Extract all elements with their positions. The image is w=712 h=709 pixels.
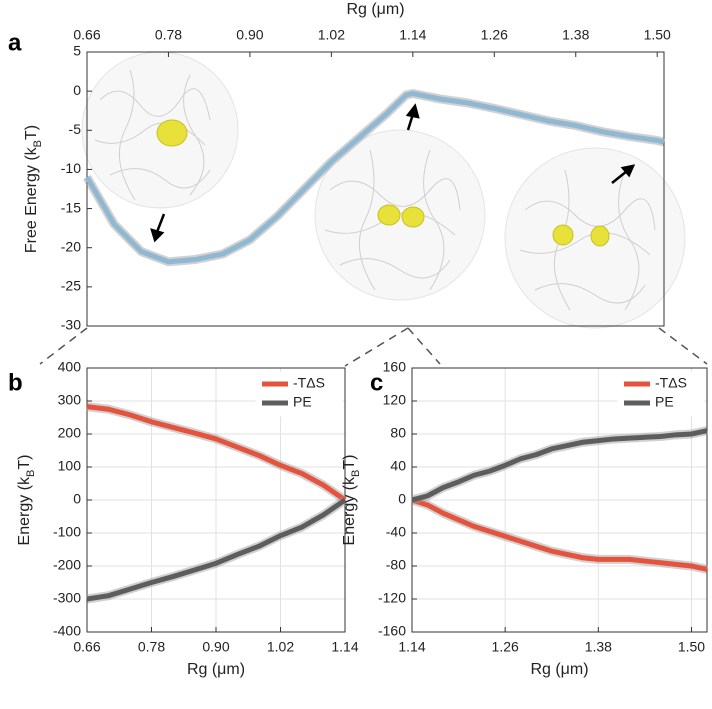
y-tick-label: -25 xyxy=(61,278,81,294)
x-tick-label: 1.38 xyxy=(562,27,589,43)
x-tick-label: 1.14 xyxy=(331,639,358,655)
x-tick-label: 1.50 xyxy=(644,27,671,43)
series-line xyxy=(411,497,708,572)
y-tick-label: 40 xyxy=(390,458,406,474)
legend-box xyxy=(617,371,705,417)
panel-label: b xyxy=(8,369,23,396)
legend-label: PE xyxy=(293,394,312,410)
y-axis-label-part: Energy (k xyxy=(341,476,358,545)
x-axis-label: Rg (μm) xyxy=(187,661,245,678)
y-axis-label-part: T) xyxy=(23,125,40,140)
x-tick-label: 0.78 xyxy=(138,639,165,655)
y-tick-label: 300 xyxy=(58,392,82,408)
y-tick-label: 120 xyxy=(383,392,407,408)
y-axis-label-part: Free Energy (k xyxy=(23,146,40,253)
series-line xyxy=(84,90,665,265)
y-axis-label-part: T) xyxy=(16,455,33,470)
y-tick-label: -120 xyxy=(378,590,406,606)
panel-label: a xyxy=(8,29,22,56)
x-tick-label: 1.02 xyxy=(267,639,294,655)
legend-label: -TΔS xyxy=(655,375,687,391)
y-tick-label: -200 xyxy=(53,557,81,573)
x-axis-label: Rg (μm) xyxy=(346,1,404,18)
y-tick-label: -160 xyxy=(378,623,406,639)
legend-label: -TΔS xyxy=(293,375,325,391)
y-axis-label-part: T) xyxy=(341,455,358,470)
y-tick-label: -20 xyxy=(61,238,81,254)
y-tick-label: 5 xyxy=(73,43,81,59)
y-axis-label: Free Energy (kBT) xyxy=(23,125,44,253)
error-band xyxy=(410,495,708,574)
y-axis-label-part: B xyxy=(32,140,44,147)
arrows xyxy=(150,103,636,243)
y-tick-label: 160 xyxy=(383,359,407,375)
x-tick-label: 0.66 xyxy=(73,639,100,655)
y-tick-label: -40 xyxy=(386,524,406,540)
y-axis-label-part: B xyxy=(25,470,37,477)
series-line xyxy=(86,497,347,602)
error-band xyxy=(410,426,708,505)
y-tick-label: 400 xyxy=(58,359,82,375)
y-tick-label: 80 xyxy=(390,425,406,441)
zoom-connectors xyxy=(39,327,708,367)
x-tick-label: 0.90 xyxy=(202,639,229,655)
x-tick-label: 1.14 xyxy=(399,27,426,43)
plot-frame xyxy=(86,51,665,327)
y-tick-label: 0 xyxy=(398,491,406,507)
x-tick-label: 0.90 xyxy=(236,27,263,43)
y-tick-label: 100 xyxy=(58,458,82,474)
y-axis-label: Energy (kBT) xyxy=(341,455,362,546)
x-tick-label: 1.26 xyxy=(481,27,508,43)
series-line xyxy=(86,404,347,503)
y-tick-label: -80 xyxy=(386,557,406,573)
legend-label: PE xyxy=(655,394,674,410)
y-axis-label: Energy (kBT) xyxy=(16,455,37,546)
x-tick-label: 1.50 xyxy=(678,639,705,655)
y-tick-label: -300 xyxy=(53,590,81,606)
y-tick-label: -100 xyxy=(53,524,81,540)
x-tick-label: 1.26 xyxy=(492,639,519,655)
y-tick-label: 0 xyxy=(73,491,81,507)
legend-box xyxy=(255,371,343,417)
molecule-images xyxy=(81,51,686,329)
x-tick-label: 0.66 xyxy=(73,27,100,43)
y-tick-label: -400 xyxy=(53,623,81,639)
x-tick-label: 1.14 xyxy=(398,639,425,655)
y-tick-label: -10 xyxy=(61,160,81,176)
x-axis-label: Rg (μm) xyxy=(530,661,588,678)
y-axis-label-part: Energy (k xyxy=(16,476,33,545)
panel-label: c xyxy=(370,369,383,396)
x-tick-label: 0.78 xyxy=(155,27,182,43)
x-tick-label: 1.38 xyxy=(585,639,612,655)
y-tick-label: 0 xyxy=(73,82,81,98)
x-tick-label: 1.02 xyxy=(318,27,345,43)
y-tick-label: -15 xyxy=(61,199,81,215)
y-axis-label-part: B xyxy=(350,470,362,477)
y-tick-label: -5 xyxy=(69,121,82,137)
series-line xyxy=(411,428,708,503)
y-tick-label: 200 xyxy=(58,425,82,441)
y-tick-label: -30 xyxy=(61,317,81,333)
